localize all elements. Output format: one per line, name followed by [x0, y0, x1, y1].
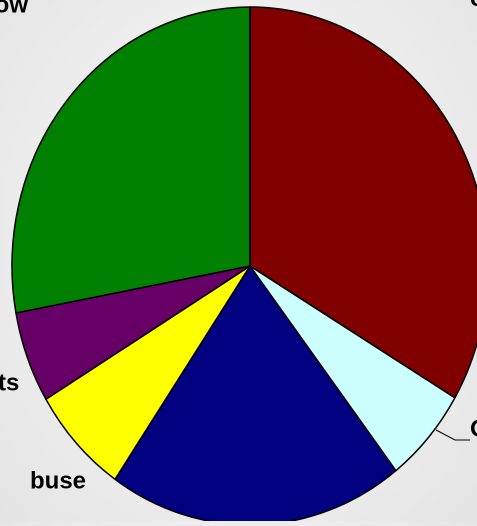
pie-slice-5 [11, 6, 251, 314]
slice-label-4: ts [0, 369, 19, 396]
pie-slice-0 [249, 6, 477, 399]
leader-line-1 [435, 429, 470, 441]
slice-label-5: low [0, 0, 28, 18]
slice-label-3: buse [30, 467, 86, 494]
cropped-label-top-right: o [470, 0, 477, 12]
slice-label-1: O [470, 415, 477, 442]
label-leader-lines [435, 429, 470, 441]
slice-labels: Obuse ts low [0, 0, 477, 494]
pie-slice-3 [45, 265, 251, 481]
pie-slices [11, 6, 477, 526]
